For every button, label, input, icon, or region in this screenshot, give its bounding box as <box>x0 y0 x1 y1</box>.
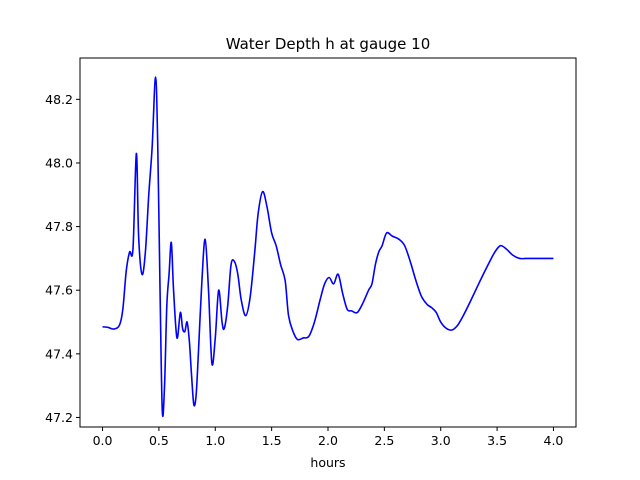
series-group <box>102 76 554 418</box>
x-axis-ticks: 0.0 0.5 1.0 1.5 2.0 2.5 3.0 3.5 4.0 <box>93 427 564 448</box>
y-tick-label: 48.0 <box>45 155 73 170</box>
x-tick-label: 1.5 <box>262 433 282 448</box>
y-tick-label: 47.4 <box>45 346 73 361</box>
x-axis-label: hours <box>310 455 345 470</box>
x-tick-label: 1.0 <box>205 433 225 448</box>
y-tick-label: 47.2 <box>45 410 73 425</box>
plot-frame <box>79 57 577 428</box>
x-tick-label: 4.0 <box>544 433 564 448</box>
x-tick-label: 2.5 <box>374 433 394 448</box>
y-tick-label: 47.8 <box>45 219 73 234</box>
x-tick-label: 2.0 <box>318 433 338 448</box>
series-line <box>102 76 554 418</box>
y-tick-label: 48.2 <box>45 92 73 107</box>
y-tick-label: 47.6 <box>45 283 73 298</box>
y-axis-ticks: 47.2 47.4 47.6 47.8 48.0 48.2 <box>45 92 80 425</box>
x-tick-label: 0.5 <box>149 433 169 448</box>
x-tick-label: 3.0 <box>431 433 451 448</box>
chart-title: Water Depth h at gauge 10 <box>226 35 431 53</box>
x-tick-label: 3.5 <box>487 433 507 448</box>
x-tick-label: 0.0 <box>93 433 113 448</box>
